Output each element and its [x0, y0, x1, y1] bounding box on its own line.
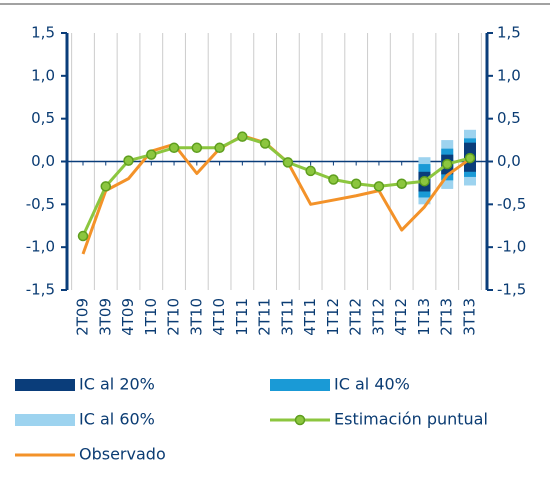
point	[305, 165, 316, 177]
y-tick-label: -0,5	[26, 195, 55, 213]
x-tick-label: 3T11	[278, 298, 296, 336]
legend-label: Observado	[79, 445, 166, 464]
y2-tick-label: -1,5	[497, 281, 526, 299]
legend-label: IC al 60%	[79, 410, 155, 429]
point	[373, 181, 385, 192]
legend-label: IC al 40%	[334, 375, 410, 394]
x-tick-label: 3T10	[187, 298, 205, 336]
point	[441, 158, 453, 170]
point	[214, 142, 225, 154]
point	[146, 149, 157, 160]
point	[168, 142, 180, 154]
y-tick-label: -1,5	[26, 281, 55, 299]
legend-swatch	[15, 379, 75, 391]
y-tick-label: 1,0	[31, 66, 55, 84]
x-tick-label: 2T12	[347, 298, 365, 336]
x-tick-label: 2T10	[165, 298, 183, 336]
legend-label: Estimación puntual	[334, 410, 488, 429]
y2-tick-label: -1,0	[497, 238, 526, 256]
x-tick-label: 2T13	[438, 298, 456, 336]
x-tick-label: 2T11	[256, 298, 274, 336]
y-tick-label: 0,5	[31, 109, 55, 127]
point	[100, 181, 112, 192]
point	[464, 152, 476, 164]
x-tick-label: 4T11	[301, 298, 319, 336]
y-tick-label: 1,5	[31, 24, 55, 42]
point	[77, 230, 89, 242]
y-tick-label: 0,0	[31, 152, 55, 170]
point	[350, 178, 362, 190]
y2-tick-label: 1,5	[497, 24, 521, 42]
point	[259, 138, 271, 149]
legend-swatch	[15, 414, 75, 426]
x-tick-label: 1T12	[324, 298, 342, 336]
x-tick-label: 4T12	[392, 298, 410, 336]
y2-tick-label: 0,5	[497, 109, 521, 127]
point	[328, 174, 339, 185]
point	[191, 142, 203, 154]
x-tick-label: 1T11	[233, 298, 251, 336]
x-tick-label: 3T12	[369, 298, 387, 336]
x-tick-label: 4T10	[210, 298, 228, 336]
x-tick-label: 1T10	[142, 298, 160, 336]
point	[419, 175, 430, 187]
y2-tick-label: 1,0	[497, 66, 521, 84]
x-tick-label: 3T13	[461, 298, 479, 336]
y2-tick-label: -0,5	[497, 195, 526, 213]
x-tick-label: 1T13	[415, 298, 433, 336]
point	[282, 157, 294, 168]
legend-swatch	[270, 379, 330, 391]
y2-tick-label: 0,0	[497, 152, 521, 170]
legend-label: IC al 20%	[79, 375, 155, 394]
x-tick-label: 3T09	[96, 298, 114, 336]
point	[123, 155, 134, 166]
point	[396, 178, 407, 190]
x-tick-label: 4T09	[119, 298, 137, 336]
y-tick-label: -1,0	[26, 238, 55, 256]
point	[237, 131, 248, 142]
legend-marker	[294, 414, 306, 426]
x-tick-label: 2T09	[74, 298, 92, 336]
